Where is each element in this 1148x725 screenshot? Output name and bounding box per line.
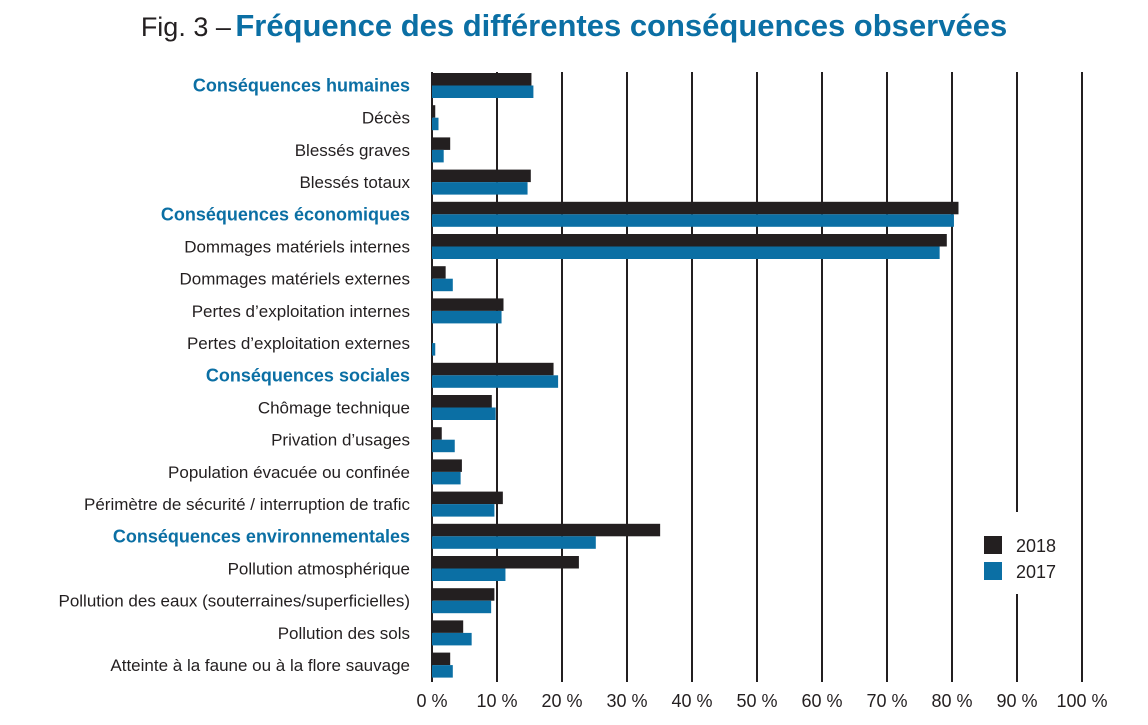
category-label: Blessés graves bbox=[295, 141, 410, 160]
gridlines bbox=[431, 72, 1083, 682]
bar-2017 bbox=[432, 214, 954, 227]
bar-2017 bbox=[432, 182, 528, 195]
category-label: Pollution atmosphérique bbox=[228, 560, 410, 579]
bar-2017 bbox=[432, 439, 455, 453]
bar-2017 bbox=[432, 310, 502, 324]
bar-2017 bbox=[432, 600, 492, 614]
chart-title: Fig. 3 – Fréquence des différentes consé… bbox=[0, 8, 1148, 44]
bar-2018 bbox=[432, 556, 579, 569]
bar-2018 bbox=[432, 169, 531, 183]
bar-2017 bbox=[432, 504, 495, 517]
x-tick-label: 40 % bbox=[671, 691, 712, 711]
x-tick-labels: 0 % 10 % 20 % 30 % 40 % 50 % 60 % 70 % 80 % 90 % 1… bbox=[416, 691, 1107, 711]
bar-2018 bbox=[432, 427, 442, 440]
bar-2017 bbox=[432, 117, 439, 131]
bar-2018 bbox=[432, 201, 959, 215]
bar-2018 bbox=[432, 459, 462, 472]
bar-2017 bbox=[432, 246, 940, 259]
figure-number: Fig. 3 – bbox=[140, 12, 231, 42]
chart-title-text: Fréquence des différentes conséquences o… bbox=[235, 8, 1008, 43]
bar-2018 bbox=[432, 105, 436, 118]
group-header-label: Conséquences économiques bbox=[161, 204, 410, 224]
category-label: Population évacuée ou confinée bbox=[168, 463, 410, 482]
legend: 2018 2017 bbox=[972, 512, 1072, 594]
x-tick-label: 80 % bbox=[931, 691, 972, 711]
bar-2018 bbox=[432, 234, 947, 247]
category-label: Pollution des sols bbox=[278, 624, 410, 643]
category-label: Dommages matériels externes bbox=[179, 270, 410, 289]
group-header-label: Conséquences sociales bbox=[206, 365, 410, 385]
legend-label: 2018 bbox=[1016, 536, 1056, 556]
x-tick-label: 60 % bbox=[801, 691, 842, 711]
x-tick-label: 30 % bbox=[606, 691, 647, 711]
x-tick-label: 20 % bbox=[541, 691, 582, 711]
bar-2018 bbox=[432, 652, 451, 666]
group-header-label: Conséquences environnementales bbox=[113, 526, 410, 546]
x-tick-label: 90 % bbox=[996, 691, 1037, 711]
bar-2018 bbox=[432, 491, 503, 505]
bar-2017 bbox=[432, 85, 534, 98]
category-label: Décès bbox=[362, 109, 410, 128]
bar-2017 bbox=[432, 536, 596, 549]
category-label: Pollution des eaux (souterraines/superfi… bbox=[58, 592, 410, 611]
category-label: Périmètre de sécurité / interruption de … bbox=[84, 495, 410, 514]
legend-swatch-2017 bbox=[984, 562, 1002, 580]
bar-2017 bbox=[432, 407, 496, 420]
bar-2017 bbox=[432, 665, 453, 678]
x-tick-label: 10 % bbox=[476, 691, 517, 711]
bar-2018 bbox=[432, 266, 446, 279]
legend-swatch-2018 bbox=[984, 536, 1002, 554]
group-header-label: Conséquences humaines bbox=[193, 76, 410, 96]
category-label: Atteinte à la faune ou à la flore sauvag… bbox=[110, 656, 410, 675]
category-label: Blessés totaux bbox=[299, 173, 410, 192]
category-label: Pertes d’exploitation internes bbox=[192, 302, 410, 321]
bar-2017 bbox=[432, 568, 506, 581]
bar-2017 bbox=[432, 278, 453, 292]
legend-label: 2017 bbox=[1016, 562, 1056, 582]
x-tick-label: 70 % bbox=[866, 691, 907, 711]
category-label: Pertes d’exploitation externes bbox=[187, 334, 410, 353]
x-tick-label: 100 % bbox=[1056, 691, 1107, 711]
bars bbox=[432, 73, 959, 678]
x-tick-label: 50 % bbox=[736, 691, 777, 711]
bar-2017 bbox=[432, 632, 472, 646]
bar-2018 bbox=[432, 73, 532, 86]
x-tick-label: 0 % bbox=[416, 691, 447, 711]
category-label: Dommages matériels internes bbox=[184, 238, 410, 257]
bar-2018 bbox=[432, 298, 504, 311]
bar-2018 bbox=[432, 362, 554, 376]
category-label: Privation d’usages bbox=[271, 431, 410, 450]
bar-2017 bbox=[432, 375, 559, 388]
bar-2018 bbox=[432, 523, 661, 537]
category-label: Chômage technique bbox=[258, 399, 410, 418]
bar-2018 bbox=[432, 395, 492, 408]
bar-2018 bbox=[432, 620, 464, 633]
bar-2017 bbox=[432, 149, 444, 163]
category-labels: Conséquences humaines Décès Blessés graves… bbox=[58, 76, 410, 676]
bar-2017 bbox=[432, 471, 461, 485]
bar-2017 bbox=[432, 343, 436, 356]
bar-2018 bbox=[432, 588, 495, 601]
bar-2018 bbox=[432, 137, 451, 150]
